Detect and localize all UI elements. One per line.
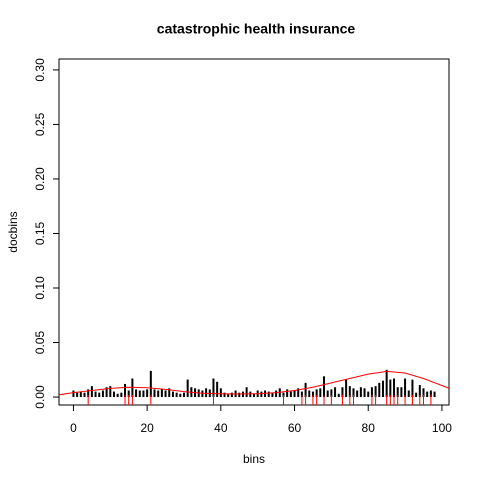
y-tick-label: 0.20 (33, 167, 47, 191)
x-tick-label: 0 (70, 421, 77, 435)
y-tick-label: 0.05 (33, 331, 47, 355)
y-tick-label: 0.30 (33, 58, 47, 82)
x-tick-label: 100 (432, 421, 452, 435)
density-group (59, 370, 449, 396)
plot-box (58, 58, 450, 406)
x-tick-label: 40 (214, 421, 228, 435)
y-tick-label: 0.25 (33, 112, 47, 136)
density-line (59, 370, 449, 396)
y-tick-label: 0.15 (33, 221, 47, 245)
x-tick-label: 80 (362, 421, 376, 435)
x-axis-label: bins (243, 452, 265, 466)
x-tick-label: 60 (288, 421, 302, 435)
y-tick-label: 0.10 (33, 276, 47, 300)
chart-title: catastrophic health insurance (157, 21, 356, 37)
y-axis-label: docbins (6, 211, 20, 252)
x-tick-label: 20 (140, 421, 154, 435)
y-tick-label: 0.00 (33, 385, 47, 409)
